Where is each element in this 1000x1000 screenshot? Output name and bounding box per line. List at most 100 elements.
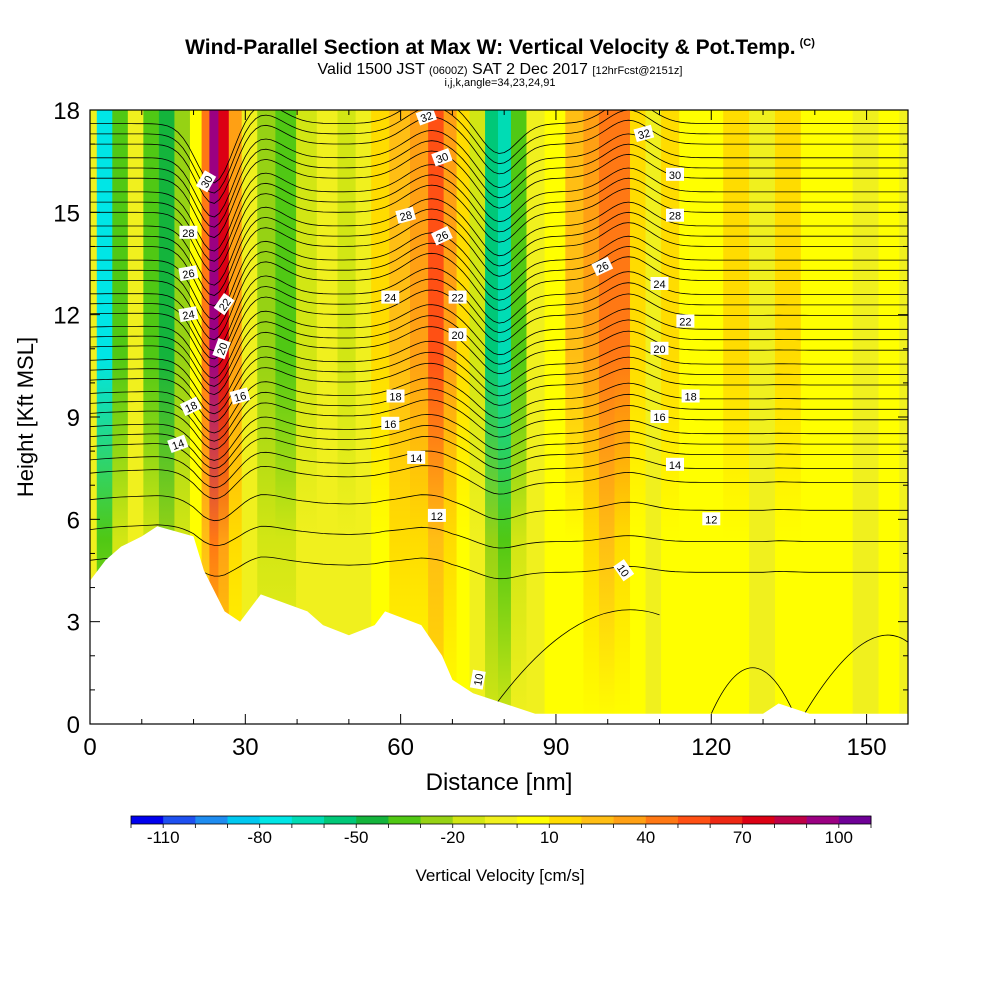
contour-label: 26 [178,265,199,282]
theta-contour [90,424,908,470]
theta-contour [90,494,908,522]
contour-label-text: 16 [384,419,396,431]
contour-label: 32 [633,124,655,142]
contour-label-text: 26 [434,229,450,245]
contour-label: 28 [666,208,684,223]
contour-label: 20 [448,328,467,342]
velocity-band [371,110,392,724]
subtitle-valid: Valid 1500 JST [317,61,425,78]
colorbar-swatch [484,816,518,824]
contour-label-bg [666,457,684,471]
colorbar-tick-label: 10 [540,828,559,847]
contour-label-text: 24 [181,309,195,323]
chart-title-text: Wind-Parallel Section at Max W: Vertical… [185,36,796,59]
colorbar-tick-label: -20 [440,828,465,847]
contour-label-bg [448,290,467,304]
contour-label: 30 [666,167,684,182]
subtitle-utc: (0600Z) [429,65,468,77]
velocity-band [316,110,340,724]
contour-label-text: 22 [679,317,691,329]
chart-subtitle: Valid 1500 JST (0600Z) SAT 2 Dec 2017 [1… [0,61,1000,79]
copyright-mark: (C) [799,37,815,49]
theta-contour [90,315,908,387]
x-axis-label: Distance [nm] [426,769,573,796]
velocity-band [679,110,702,724]
contour-label-text: 10 [614,563,631,580]
colorbar-tick-label: 70 [733,828,752,847]
y-tick-label: 0 [67,712,80,739]
contour-label: 14 [666,457,684,472]
contour-label: 16 [650,410,669,424]
contour-label-text: 30 [669,170,681,182]
contour-label-text: 24 [384,293,396,305]
terrain-mask [90,526,908,724]
theta-contour [90,435,908,478]
theta-contour [90,174,908,262]
axes: 0 30 60 90 120 150 0 3 6 9 12 15 18 [53,98,908,761]
contour-label: 22 [676,314,695,329]
colorbar-swatch [163,816,196,824]
chart-subtitle-indices: i,j,k,angle=34,23,24,91 [444,77,556,89]
contour-label-text: 24 [653,279,665,291]
colorbar-frame [130,815,872,825]
contour-label: 24 [178,306,199,323]
x-tick-label: 30 [232,734,259,761]
colorbar-swatch [356,816,389,824]
contour-label: 26 [591,256,614,277]
contour-label-text: 18 [389,392,401,404]
contour-label-bg [666,167,684,181]
contour-label-bg [381,416,400,430]
colorbar-swatch [581,816,615,824]
velocity-band [337,110,358,724]
theta-contour [710,667,795,714]
velocity-band [661,110,682,724]
contour-label-text: 14 [171,438,187,453]
theta-contour [90,450,908,489]
colorbar-tick-label: 40 [636,828,655,847]
velocity-band [428,110,446,724]
velocity-band [443,110,459,724]
subtitle-forecast: [12hrFcst@2151z] [592,65,683,77]
colorbar-swatch [645,816,679,824]
x-tick-label: 90 [543,734,570,761]
theta-contour [90,110,908,194]
velocity-band [526,110,547,724]
velocity-band [209,110,221,724]
contour-label-text: 12 [431,511,443,523]
contour-label-text: 28 [399,209,414,224]
velocity-band [275,110,299,724]
theta-contour [90,110,908,184]
x-tick-label: 150 [847,734,887,761]
contour-label-text: 22 [217,297,234,314]
contour-label-bg [650,341,669,355]
contour-label-bg [386,389,405,403]
velocity-band [583,110,601,724]
colorbar-swatch [420,816,454,824]
theta-contour [90,555,908,580]
velocity-band [630,110,648,724]
contour-label-text: 16 [233,390,248,405]
x-tick-label: 0 [83,734,96,761]
contour-label: 28 [179,225,198,240]
contour-label-text: 26 [181,268,195,282]
contour-label-text: 20 [653,344,665,356]
x-tick-label: 120 [691,734,731,761]
theta-contour [90,150,908,238]
theta-contour [90,377,908,434]
theta-contour [90,465,908,500]
contour-label-text: 26 [595,260,611,276]
theta-contour [90,524,908,549]
theta-contour [90,116,908,204]
contour-label-text: 14 [410,453,422,465]
contour-label-text: 32 [637,127,652,142]
contour-label: 10 [613,559,635,582]
y-tick-label: 15 [53,200,80,227]
theta-contour [493,609,660,708]
contour-label-bg [179,225,198,239]
colorbar-swatch [710,816,743,824]
x-tick-label: 60 [387,734,414,761]
contour-label-bg [381,290,400,304]
chart-title: Wind-Parallel Section at Max W: Vertical… [0,36,1000,60]
theta-contour [90,164,908,252]
velocity-band [510,110,529,724]
